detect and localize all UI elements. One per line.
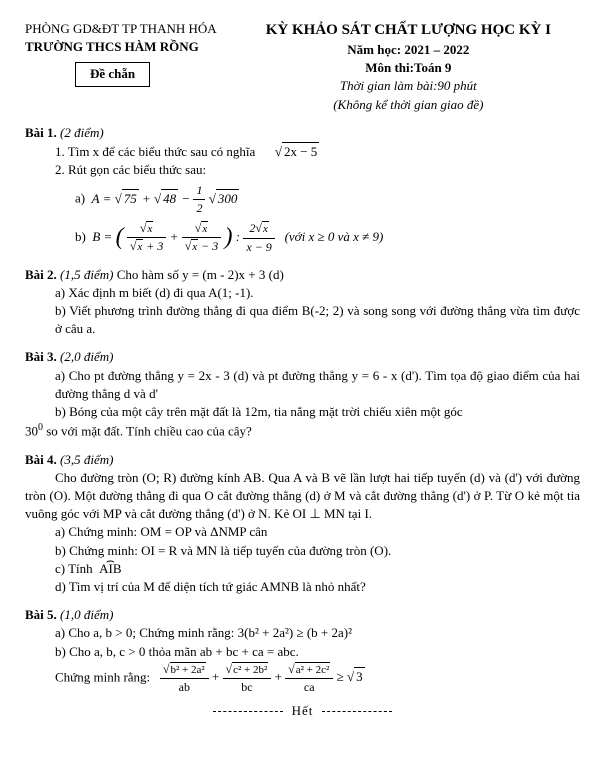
bai5-prove-label: Chứng minh rằng: xyxy=(55,669,150,684)
bai3-b-wrap: b) Bóng của một cây trên mặt đất là 12m,… xyxy=(55,403,580,421)
bai1-line1: 1. Tìm x để các biểu thức sau có nghĩa 2… xyxy=(55,142,580,161)
bai1-a-formula: A = 75 + 48 − 12 300 xyxy=(92,191,240,206)
duration-line: Thời gian làm bài:90 phút xyxy=(237,77,580,95)
bai4: Bài 4. (3,5 điểm) Cho đường tròn (O; R) … xyxy=(25,451,580,597)
bai3-a: a) Cho pt đường thẳng y = 2x - 3 (d) và … xyxy=(55,367,580,403)
bai1-l1-text: 1. Tìm x để các biểu thức sau có nghĩa xyxy=(55,144,255,159)
bai3-head: Bài 3. xyxy=(25,349,57,364)
bai5-b: b) Cho a, b, c > 0 thỏa mãn ab + bc + ca… xyxy=(55,643,580,661)
bai3: Bài 3. (2,0 điểm) a) Cho pt đường thẳng … xyxy=(25,348,580,440)
bai1-b-cond: (với x ≥ 0 và x ≠ 9) xyxy=(285,229,384,244)
arc-aib: AIB xyxy=(99,560,121,578)
bai4-a: a) Chứng minh: OM = OP và ΔNMP cân xyxy=(55,523,580,541)
org-line: PHÒNG GD&ĐT TP THANH HÓA xyxy=(25,20,217,38)
bai3-points: (2,0 điểm) xyxy=(60,349,113,364)
bai1-line2: 2. Rút gọn các biểu thức sau: xyxy=(55,161,580,179)
angle-value: 30 xyxy=(25,424,38,439)
exam-variant-box: Đề chẵn xyxy=(75,62,150,86)
bai4-c: c) Tính AIB xyxy=(55,560,580,578)
bai2-intro: Cho hàm số y = (m - 2)x + 3 (d) xyxy=(117,267,284,282)
het-text: Hết xyxy=(292,703,314,718)
bai1-b-formula: B = ( x x + 3 + x x − 3 ) : 2x x − 9 xyxy=(92,229,284,244)
bai5-head: Bài 5. xyxy=(25,607,57,622)
bai5-prove-line: Chứng minh rằng: b² + 2a² ab + c² + 2b² … xyxy=(55,661,580,696)
bai1: Bài 1. (2 điểm) 1. Tìm x để các biểu thứ… xyxy=(25,124,580,256)
bai5-inequality: b² + 2a² ab + c² + 2b² bc + a² + 2c² ca … xyxy=(160,669,365,684)
angle-degree: 0 xyxy=(38,422,43,433)
bai5: Bài 5. (1,0 điểm) a) Cho a, b > 0; Chứng… xyxy=(25,606,580,720)
school-line: TRƯỜNG THCS HÀM RỒNG xyxy=(25,38,217,56)
bai4-p1: Cho đường tròn (O; R) đường kính AB. Qua… xyxy=(25,469,580,524)
bai5-a: a) Cho a, b > 0; Chứng minh rằng: 3(b² +… xyxy=(55,624,580,642)
bai3-b2-line: 300 so với mặt đất. Tính chiều cao của c… xyxy=(25,421,580,441)
bai2-b: b) Viết phương trình đường thẳng đi qua … xyxy=(55,302,580,338)
bai4-b: b) Chứng minh: OI = R và MN là tiếp tuyế… xyxy=(55,542,580,560)
bai2: Bài 2. (1,5 điểm) Cho hàm số y = (m - 2)… xyxy=(25,266,580,339)
bai1-a: a) A = 75 + 48 − 12 300 xyxy=(75,182,580,217)
bai4-d: d) Tìm vị trí của M để diện tích tứ giác… xyxy=(55,578,580,596)
bai4-c-label: c) Tính xyxy=(55,561,93,576)
bai2-a: a) Xác định m biết (d) đi qua A(1; -1). xyxy=(55,284,580,302)
bai1-points: (2 điểm) xyxy=(60,125,104,140)
bai1-b-label: b) xyxy=(75,229,86,244)
bai5-points: (1,0 điểm) xyxy=(60,607,113,622)
bai1-a-label: a) xyxy=(75,191,85,206)
bai1-b: b) B = ( x x + 3 + x x − 3 ) : 2x x − 9 … xyxy=(75,220,580,256)
bai4-head: Bài 4. xyxy=(25,452,57,467)
sqrt-expr-1: 2x − 5 xyxy=(275,144,319,159)
bai2-points: (1,5 điểm) xyxy=(60,267,113,282)
end-line: Hết xyxy=(25,702,580,720)
note-line: (Không kể thời gian giao đề) xyxy=(237,96,580,114)
bai1-head: Bài 1. xyxy=(25,125,57,140)
exam-title: KỲ KHẢO SÁT CHẤT LƯỢNG HỌC KỲ I xyxy=(237,20,580,41)
bai2-head: Bài 2. xyxy=(25,267,57,282)
bai3-b2: so với mặt đất. Tính chiều cao của cây? xyxy=(46,424,252,439)
subject-line: Môn thi:Toán 9 xyxy=(237,59,580,77)
school-year: Năm học: 2021 – 2022 xyxy=(237,41,580,59)
bai4-points: (3,5 điểm) xyxy=(60,452,113,467)
bai3-b1: b) Bóng của một cây trên mặt đất là 12m,… xyxy=(55,404,463,419)
